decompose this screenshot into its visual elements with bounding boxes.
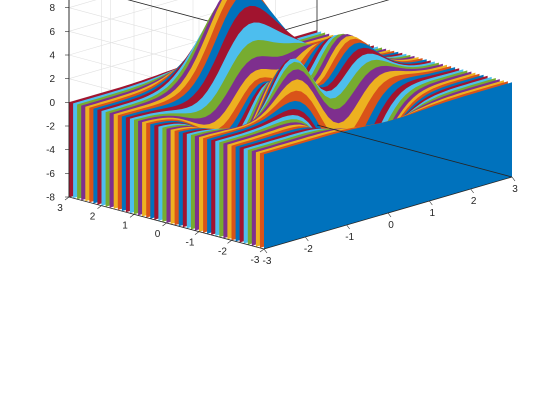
z-tick-label: -2	[46, 122, 55, 133]
x-tick-label: 2	[471, 196, 477, 207]
y-tick-label: -2	[218, 246, 227, 257]
y-tick-label: -1	[186, 238, 195, 249]
x-tick-mark	[346, 224, 350, 230]
x-tick-label: -1	[345, 232, 354, 243]
x-tick-mark	[387, 212, 392, 218]
z-tick-label: -4	[46, 145, 55, 156]
z-tick-label: 8	[49, 3, 55, 14]
x-tick-mark	[305, 236, 309, 242]
y-tick-mark	[194, 231, 200, 235]
axes-front	[64, 0, 516, 254]
x-tick-label: 3	[512, 184, 518, 195]
x-tick-mark	[429, 200, 433, 206]
y-tick-label: 0	[155, 229, 161, 240]
x-tick-label: 1	[430, 208, 436, 219]
y-tick-label: 3	[57, 203, 63, 214]
z-tick-label: 6	[49, 27, 55, 38]
y-tick-mark	[227, 240, 232, 244]
y-tick-label: 1	[122, 220, 128, 231]
x-tick-label: -3	[263, 256, 272, 267]
y-tick-label: 2	[90, 212, 96, 223]
y-tick-mark	[259, 248, 265, 253]
plot-area	[69, 0, 512, 249]
x-tick-mark	[470, 188, 474, 194]
x-tick-mark	[263, 248, 268, 254]
waterfall-slice	[264, 82, 512, 249]
z-tick-label: 4	[49, 51, 55, 62]
x-tick-label: -2	[304, 244, 313, 255]
y-tick-mark	[64, 196, 70, 201]
x-tick-mark	[511, 176, 516, 182]
z-tick-label: -6	[46, 169, 55, 180]
z-tick-label: -8	[46, 193, 55, 204]
z-tick-label: 0	[49, 98, 55, 109]
x-tick-label: 0	[388, 220, 394, 231]
z-tick-label: 2	[49, 74, 55, 85]
y-tick-mark	[97, 205, 102, 209]
y-tick-mark	[162, 222, 167, 227]
y-tick-label: -3	[251, 255, 260, 266]
box-edge	[263, 0, 390, 37]
axis-line	[316, 124, 513, 178]
y-tick-mark	[129, 214, 135, 218]
